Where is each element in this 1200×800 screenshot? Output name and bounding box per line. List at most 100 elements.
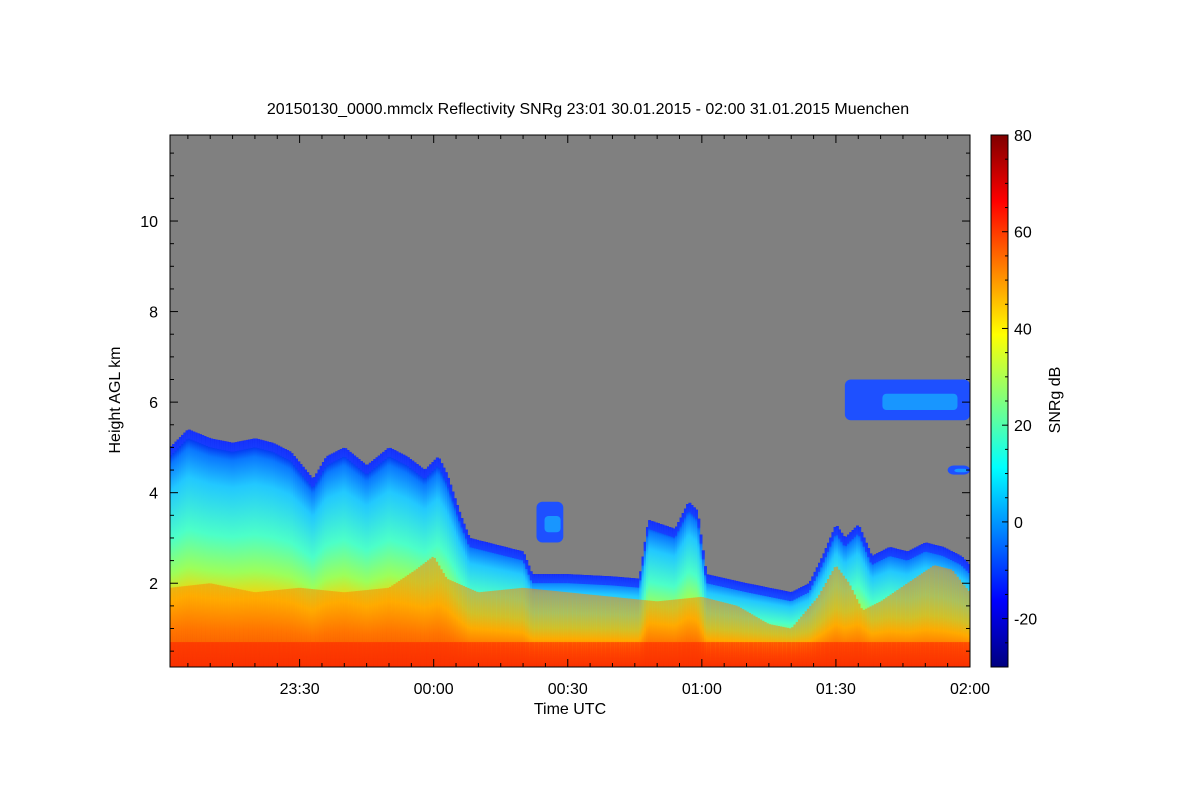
echo-column xyxy=(442,467,446,667)
echo-cloud-top-fringe xyxy=(849,532,853,542)
surface-layer-column xyxy=(728,642,732,667)
warm-layer-column xyxy=(337,591,341,667)
warm-layer-column xyxy=(753,615,757,667)
surface-layer-column xyxy=(500,642,504,667)
echo-cloud-top-fringe xyxy=(181,434,185,444)
surface-layer-column xyxy=(708,642,712,667)
surface-layer-column xyxy=(237,642,240,667)
surface-layer-column xyxy=(802,642,806,667)
warm-layer-column xyxy=(187,585,191,667)
echo-cloud-top-fringe xyxy=(174,441,178,451)
echo-cloud-top-fringe xyxy=(833,527,837,537)
surface-layer-column xyxy=(507,642,511,667)
echo-cloud-top-fringe xyxy=(527,565,531,575)
echo-cloud-top-fringe xyxy=(605,576,609,586)
surface-layer-column xyxy=(594,642,598,667)
warm-layer-column xyxy=(719,601,723,667)
warm-layer-column xyxy=(695,597,698,667)
warm-layer-column xyxy=(275,590,278,667)
echo-cloud-top-fringe xyxy=(842,536,846,546)
echo-cloud-top-fringe xyxy=(297,461,301,471)
surface-layer-column xyxy=(949,642,953,667)
echo-cloud-top-fringe xyxy=(397,452,401,462)
warm-layer-column xyxy=(413,570,417,667)
surface-layer-column xyxy=(181,642,185,667)
warm-layer-column xyxy=(342,592,345,667)
echo-cloud-top-fringe xyxy=(386,448,390,458)
echo-cloud-top-fringe xyxy=(295,458,298,468)
surface-layer-column xyxy=(699,642,703,667)
surface-layer-column xyxy=(192,642,196,667)
surface-layer-column xyxy=(804,642,808,667)
echo-cloud-top-fringe xyxy=(498,545,502,555)
echo-cloud-top-fringe xyxy=(567,574,571,584)
surface-layer-column xyxy=(299,642,303,667)
surface-layer-column xyxy=(335,642,339,667)
echo-cloud-top-fringe xyxy=(304,469,307,479)
echo-cloud-top-fringe xyxy=(578,574,582,584)
echo-cloud-top-fringe xyxy=(710,575,714,585)
echo-cloud-top-fringe xyxy=(961,557,964,567)
echo-cloud-top-fringe xyxy=(813,571,817,581)
surface-layer-column xyxy=(172,642,176,667)
echo-cloud-top-fringe xyxy=(871,555,875,565)
echo-cloud-top-fringe xyxy=(628,577,631,587)
warm-layer-column xyxy=(339,591,343,667)
surface-layer-column xyxy=(683,642,687,667)
warm-layer-column xyxy=(914,577,917,667)
echo-cloud-top-fringe xyxy=(826,542,830,552)
surface-layer-column xyxy=(248,642,252,667)
echo-cloud-top-fringe xyxy=(429,464,433,474)
warm-layer-column xyxy=(697,597,701,667)
echo-cloud-top-fringe xyxy=(755,585,759,595)
surface-layer-column xyxy=(882,642,886,667)
surface-layer-column xyxy=(431,642,435,667)
warm-layer-column xyxy=(802,613,806,667)
warm-layer-column xyxy=(822,586,826,667)
warm-layer-column xyxy=(701,597,705,667)
echo-cloud-top-fringe xyxy=(290,453,294,463)
warm-layer-column xyxy=(681,598,685,667)
echo-cloud-top-fringe xyxy=(346,450,350,460)
warm-layer-column xyxy=(563,591,567,667)
surface-layer-column xyxy=(409,642,412,667)
surface-layer-column xyxy=(290,642,294,667)
echo-cloud-top-fringe xyxy=(920,544,924,554)
surface-layer-column xyxy=(438,642,441,667)
echo-column xyxy=(393,450,397,667)
warm-layer-column xyxy=(453,582,457,667)
surface-layer-column xyxy=(485,642,488,667)
warm-layer-column xyxy=(529,588,533,667)
surface-layer-column xyxy=(210,642,214,667)
surface-layer-column xyxy=(380,642,383,667)
echo-cloud-top-fringe xyxy=(214,439,218,449)
warm-layer-column xyxy=(963,585,967,667)
surface-layer-column xyxy=(686,642,690,667)
surface-layer-column xyxy=(824,642,828,667)
echo-column xyxy=(194,432,198,667)
echo-cloud-top-fringe xyxy=(909,549,913,559)
warm-layer-column xyxy=(708,598,712,667)
surface-layer-column xyxy=(344,642,348,667)
echo-cloud-top-fringe xyxy=(266,441,269,451)
warm-layer-column xyxy=(547,590,551,667)
surface-layer-column xyxy=(259,642,263,667)
echo-cloud-top-fringe xyxy=(788,592,792,602)
surface-layer-column xyxy=(898,642,902,667)
warm-layer-column xyxy=(675,599,678,667)
echo-cloud-top-fringe xyxy=(838,529,841,539)
surface-layer-column xyxy=(250,642,254,667)
warm-layer-column xyxy=(643,600,647,667)
echo-cloud-top-fringe xyxy=(348,451,352,461)
warm-layer-column xyxy=(485,591,488,667)
echo-cloud-top-fringe xyxy=(742,582,745,592)
echo-cloud-top-fringe xyxy=(299,464,303,474)
surface-layer-column xyxy=(221,642,225,667)
surface-layer-column xyxy=(449,642,453,667)
warm-layer-column xyxy=(516,588,520,667)
surface-layer-column xyxy=(496,642,500,667)
surface-layer-column xyxy=(333,642,336,667)
echo-cloud-top-fringe xyxy=(187,429,191,439)
echo-cloud-top-fringe xyxy=(607,576,611,586)
warm-layer-column xyxy=(500,589,504,667)
